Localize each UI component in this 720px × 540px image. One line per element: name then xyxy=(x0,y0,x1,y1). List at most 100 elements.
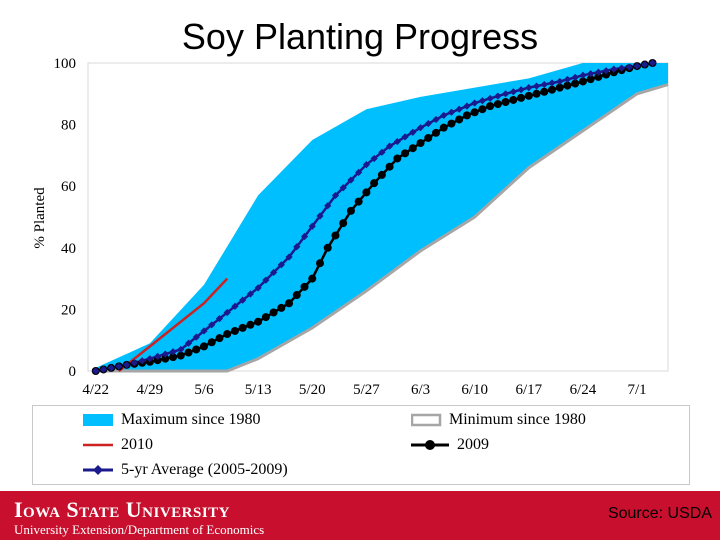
legend-label-2010: 2010 xyxy=(121,436,153,453)
series-5yr-average-marker xyxy=(432,115,440,124)
series-5yr-average-marker xyxy=(610,65,618,73)
series-2009-marker xyxy=(424,133,433,142)
series-2009-marker xyxy=(308,274,317,283)
series-5yr-average-marker xyxy=(409,128,417,136)
series-2009-marker xyxy=(385,162,394,171)
series-2009-line xyxy=(95,61,653,373)
chart-svg: 0 20 40 60 80 100 4/22 4/29 5/6 5/13 5/20 5/27 6/3 6/… xyxy=(32,56,669,398)
series-5yr-average-marker xyxy=(331,191,340,200)
series-2009-marker xyxy=(215,334,224,343)
legend-item-5yr-average: 5-yr Average (2005-2009) xyxy=(83,460,288,480)
series-2010-line xyxy=(118,277,229,372)
series-5yr-average-marker xyxy=(316,212,324,220)
legend-item-2009: 2009 xyxy=(411,435,489,455)
series-2009-marker xyxy=(432,128,440,137)
series-2009-marker xyxy=(169,353,178,362)
series-2009-marker xyxy=(578,77,587,86)
series-5yr-average-marker xyxy=(602,67,610,75)
y-tick-label: 80 xyxy=(61,118,76,134)
x-tick-label: 5/13 xyxy=(245,382,272,398)
legend-item-2010: 2010 xyxy=(83,435,153,455)
series-2009-marker xyxy=(331,231,340,240)
series-2009-marker xyxy=(524,91,533,100)
series-2009-marker xyxy=(493,100,502,109)
series-2009-marker xyxy=(269,308,278,317)
series-2009-marker xyxy=(563,81,572,90)
series-5yr-average-marker xyxy=(246,290,254,298)
legend-swatch-2009 xyxy=(411,440,449,450)
x-tick-label: 4/22 xyxy=(82,382,109,398)
series-2009-marker xyxy=(354,197,363,206)
axis-layer: 0 20 40 60 80 100 4/22 4/29 5/6 5/13 5/20 5/27 6/3 6/… xyxy=(54,56,647,398)
series-5yr-average-marker xyxy=(494,92,502,100)
marker-layer xyxy=(91,59,657,375)
series-5yr-average-marker xyxy=(440,111,448,119)
series-2009-marker xyxy=(501,98,510,107)
x-tick-label: 5/6 xyxy=(194,382,214,398)
x-tick-label: 7/1 xyxy=(627,382,646,398)
series-5yr-average-marker xyxy=(215,315,224,323)
y-tick-label: 40 xyxy=(61,241,76,257)
series-5yr-average-marker xyxy=(92,367,100,375)
series-5yr-average-marker xyxy=(138,357,146,365)
series-5yr-average-marker xyxy=(99,365,108,374)
series-5yr-average-marker xyxy=(540,80,548,89)
y-tick-label: 60 xyxy=(61,179,76,195)
series-5yr-average-marker xyxy=(277,261,285,269)
series-5yr-average-marker xyxy=(509,88,517,96)
series-2009-marker xyxy=(408,144,417,153)
series-2009-marker xyxy=(207,338,216,347)
y-axis-title: % Planted xyxy=(32,187,48,249)
series-5yr-average-marker xyxy=(393,137,401,146)
series-5yr-average-marker xyxy=(115,362,123,370)
series-5yr-average-marker xyxy=(587,70,595,78)
series-5yr-average-marker xyxy=(641,60,649,69)
series-5yr-average-marker xyxy=(563,75,572,84)
y-tick-label: 20 xyxy=(61,302,76,318)
series-2009-marker xyxy=(300,282,309,291)
series-5yr-average-marker xyxy=(362,161,370,169)
series-5yr-average-marker xyxy=(548,79,556,87)
series-2009-marker xyxy=(339,219,348,228)
legend-swatch-5yr-average xyxy=(83,465,113,475)
department-name: University Extension/Department of Econo… xyxy=(14,522,265,537)
series-5yr-average-marker xyxy=(571,73,579,81)
series-2009-marker xyxy=(393,154,402,163)
legend-item-minimum: Minimum since 1980 xyxy=(411,410,586,430)
series-2009-marker xyxy=(277,303,286,312)
series-2009-marker xyxy=(486,102,495,111)
source-note: Source: USDA xyxy=(607,505,712,522)
series-2009-marker xyxy=(532,89,541,98)
series-5yr-average-marker xyxy=(424,119,432,128)
series-2009-marker xyxy=(254,317,263,326)
series-5yr-average-line xyxy=(95,61,653,373)
series-5yr-average-marker xyxy=(455,105,463,113)
series-5yr-average-marker xyxy=(386,142,394,150)
legend-item-maximum: Maximum since 1980 xyxy=(83,410,261,430)
series-5yr-average-marker xyxy=(471,99,479,107)
series-5yr-average-marker xyxy=(208,321,216,329)
series-5yr-average-marker xyxy=(525,84,533,92)
series-5yr-average-marker xyxy=(347,176,355,184)
legend-label-5yr-average: 5-yr Average (2005-2009) xyxy=(121,461,288,478)
series-2009-marker xyxy=(285,299,294,308)
series-5yr-average-marker xyxy=(107,364,115,372)
series-2009-marker xyxy=(223,330,232,339)
series-2009-marker xyxy=(478,105,487,114)
series-2009-marker xyxy=(192,345,201,354)
footer-bar: Iowa State University University Extensi… xyxy=(0,491,720,540)
series-5yr-average-marker xyxy=(556,77,564,86)
y-tick-label: 100 xyxy=(54,56,77,72)
series-2009-marker xyxy=(246,320,255,329)
series-5yr-average-marker xyxy=(447,108,456,116)
series-5yr-average-marker xyxy=(463,102,471,110)
series-2009-marker xyxy=(292,291,301,300)
series-2009-marker xyxy=(470,108,479,117)
legend-label-maximum: Maximum since 1980 xyxy=(121,411,261,428)
series-5yr-average-marker xyxy=(293,243,301,251)
series-2009-marker xyxy=(200,342,208,351)
series-2009-marker xyxy=(439,123,448,132)
legend-swatch-minimum xyxy=(411,413,442,427)
series-5yr-average-marker xyxy=(184,339,193,347)
series-5yr-average-marker xyxy=(648,59,657,67)
